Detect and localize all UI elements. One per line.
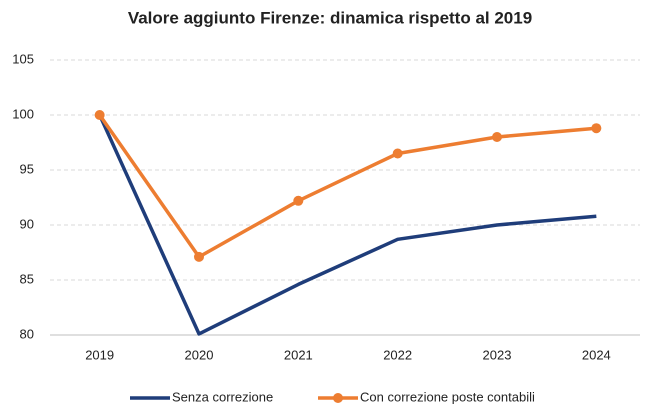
y-tick-label: 105 [12, 51, 34, 66]
marker [492, 132, 502, 142]
line [98, 114, 597, 336]
y-tick-label: 80 [20, 326, 34, 341]
x-tick-label: 2019 [85, 347, 114, 362]
marker [194, 251, 204, 262]
y-tick-label: 95 [20, 161, 34, 176]
line [98, 113, 597, 259]
x-tick-label: 2021 [284, 347, 313, 362]
x-tick-label: 2020 [185, 347, 214, 362]
legend-marker [333, 393, 343, 403]
x-tick-label: 2024 [582, 347, 611, 362]
marker [293, 195, 304, 206]
y-tick-label: 90 [20, 216, 34, 231]
marker [591, 123, 602, 134]
legend-label: Con correzione poste contabili [360, 389, 535, 404]
y-tick-label: 85 [20, 271, 34, 286]
y-tick-label: 100 [12, 106, 34, 121]
marker [94, 110, 105, 120]
x-tick-label: 2023 [483, 347, 512, 362]
legend-label: Senza correzione [172, 389, 273, 404]
marker [392, 148, 403, 159]
chart-title: Valore aggiunto Firenze: dinamica rispet… [128, 8, 532, 27]
x-tick-label: 2022 [383, 347, 412, 362]
